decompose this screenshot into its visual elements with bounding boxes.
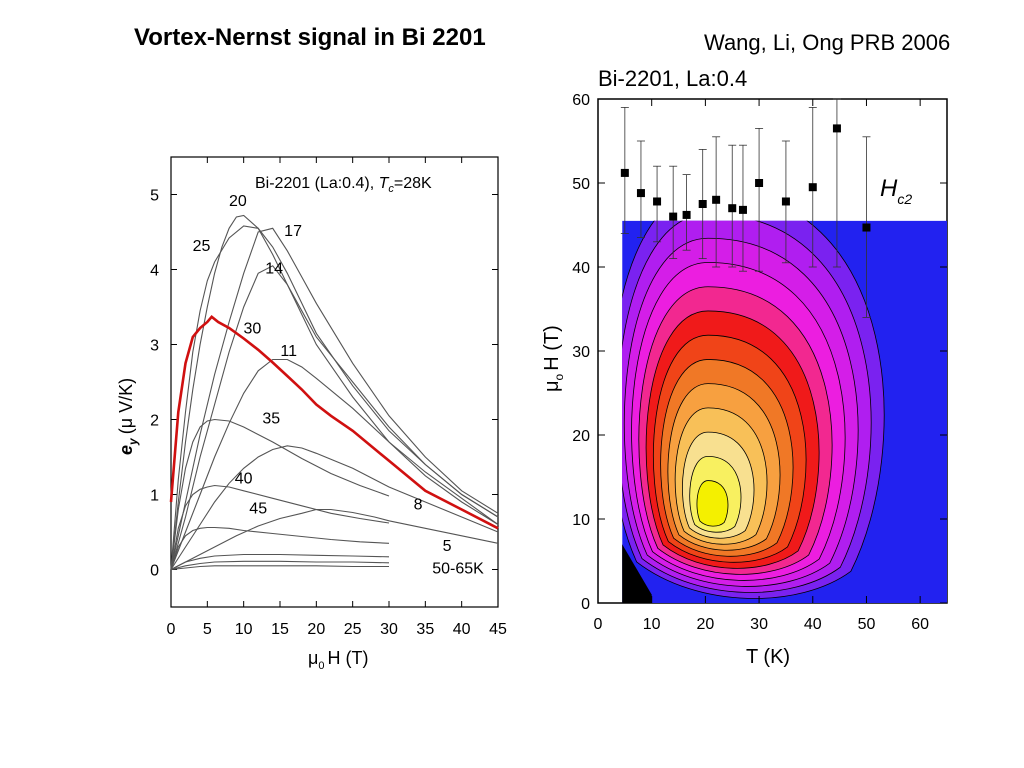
hc2-data-point [620,168,629,177]
curve-label: 5 [443,538,452,555]
right-y-tick-label: 10 [572,512,590,529]
right-x-tick-label: 0 [594,616,603,633]
series-line-14 [170,265,499,570]
right-y-axis-label: μo H (T) [541,325,566,392]
contour-group [622,220,947,604]
left-x-tick-label: 35 [416,621,434,638]
left-title-t: T [379,175,390,192]
left-x-tick-label: 0 [167,621,176,638]
curve-label: 30 [243,320,261,337]
right-x-tick-label: 30 [750,616,768,633]
right-ylabel-mu: μ [541,380,563,392]
right-plot-area: 0 10 20 30 40 50 60 0 10 20 30 40 50 60 [572,92,948,633]
hc2-label-sub: c2 [897,191,912,207]
right-chart-title: Bi-2201, La:0.4 [598,66,747,91]
hc2-label-main: H [880,175,898,202]
low-field-black-region [622,544,652,603]
left-xlabel-sub: 0 [318,660,324,672]
left-x-axis-label: μ0 H (T) [308,648,368,672]
left-ylabel-sub: y [126,437,140,446]
series-line-unlabeled [170,560,390,571]
slide-title: Vortex-Nernst signal in Bi 2201 [134,24,486,51]
left-x-tick-label: 40 [453,621,471,638]
right-y-tick-label: 60 [572,92,590,109]
right-ylabel-rest: H (T) [541,325,563,371]
right-y-tick-label: 20 [572,428,590,445]
curve-label: 35 [262,410,280,427]
right-x-tick-label: 20 [696,616,714,633]
left-title-suffix: =28K [394,175,432,192]
left-ylabel-rest: (μ V/K) [116,378,136,434]
hc2-data-point [862,223,871,232]
slide-citation: Wang, Li, Ong PRB 2006 [704,30,951,55]
curve-label: 11 [280,343,297,360]
hc2-data-point [669,212,678,221]
right-y-tick-label: 0 [581,596,590,613]
series-line-25 [170,225,499,570]
right-ylabel-sub: o [552,373,566,380]
hc2-label: Hc2 [880,175,912,207]
left-ylabel-e: e [116,445,136,455]
series-line-40 [170,484,390,570]
left-xlabel-mu: μ [308,648,318,668]
left-y-tick-label: 3 [150,338,159,355]
left-x-tick-label: 10 [235,621,253,638]
series-line-30 [169,314,499,530]
hc2-data-point [712,195,721,204]
right-x-tick-label: 40 [804,616,822,633]
series-line-unlabeled [170,565,389,571]
left-y-tick-label: 0 [150,563,159,580]
left-title-sub: c [388,183,394,195]
left-y-tick-label: 1 [150,488,159,505]
left-x-tick-label: 15 [271,621,289,638]
series-line-20 [170,214,499,570]
hc2-data-point [755,179,764,187]
left-x-tick-label: 5 [203,621,212,638]
left-y-tick-label: 5 [150,188,159,205]
left-chart-title: Bi-2201 (La:0.4), Tc=28K [255,175,432,195]
left-x-tick-label: 25 [344,621,362,638]
hc2-data-point [832,124,841,133]
curve-label: 8 [414,497,423,514]
hc2-data-point [682,210,691,219]
series-line-17 [170,227,499,570]
series-line-35 [170,418,390,570]
right-x-tick-label: 10 [643,616,661,633]
right-x-tick-label: 60 [911,616,929,633]
series-line-11 [170,358,499,570]
contour-band [696,480,729,527]
hc2-data-point [698,200,707,208]
hc2-data-point [728,204,737,213]
left-x-tick-label: 20 [307,621,325,638]
left-x-tick-label: 30 [380,621,398,638]
left-y-tick-label: 4 [150,263,159,280]
hc2-data-point [738,205,747,214]
left-xlabel-rest: H (T) [328,648,369,668]
hc2-data-point [808,183,817,192]
curve-label: 20 [229,193,247,210]
hc2-data-point [781,197,790,206]
left-y-tick-label: 2 [150,413,159,430]
series-line-8 [170,445,499,570]
hc2-data-point [636,189,645,198]
left-title-prefix: Bi-2201 (La:0.4), [255,175,379,192]
curve-label: 50-65K [432,560,484,577]
curve-label: 25 [193,238,211,255]
series-line-50-65K [170,553,390,570]
curve-label: 17 [284,223,302,240]
right-y-tick-label: 50 [572,176,590,193]
series-line-45 [170,526,390,570]
right-y-tick-label: 30 [572,344,590,361]
hc2-data-point [653,197,662,206]
left-y-axis-label: ey (μ V/K) [116,378,140,455]
right-y-tick-label: 40 [572,260,590,277]
curve-label: 14 [265,260,283,277]
curve-label: 45 [249,500,267,517]
curve-label: 40 [235,470,253,487]
right-x-axis-label: T (K) [746,646,790,668]
right-x-tick-label: 50 [858,616,876,633]
left-x-tick-label: 45 [489,621,507,638]
